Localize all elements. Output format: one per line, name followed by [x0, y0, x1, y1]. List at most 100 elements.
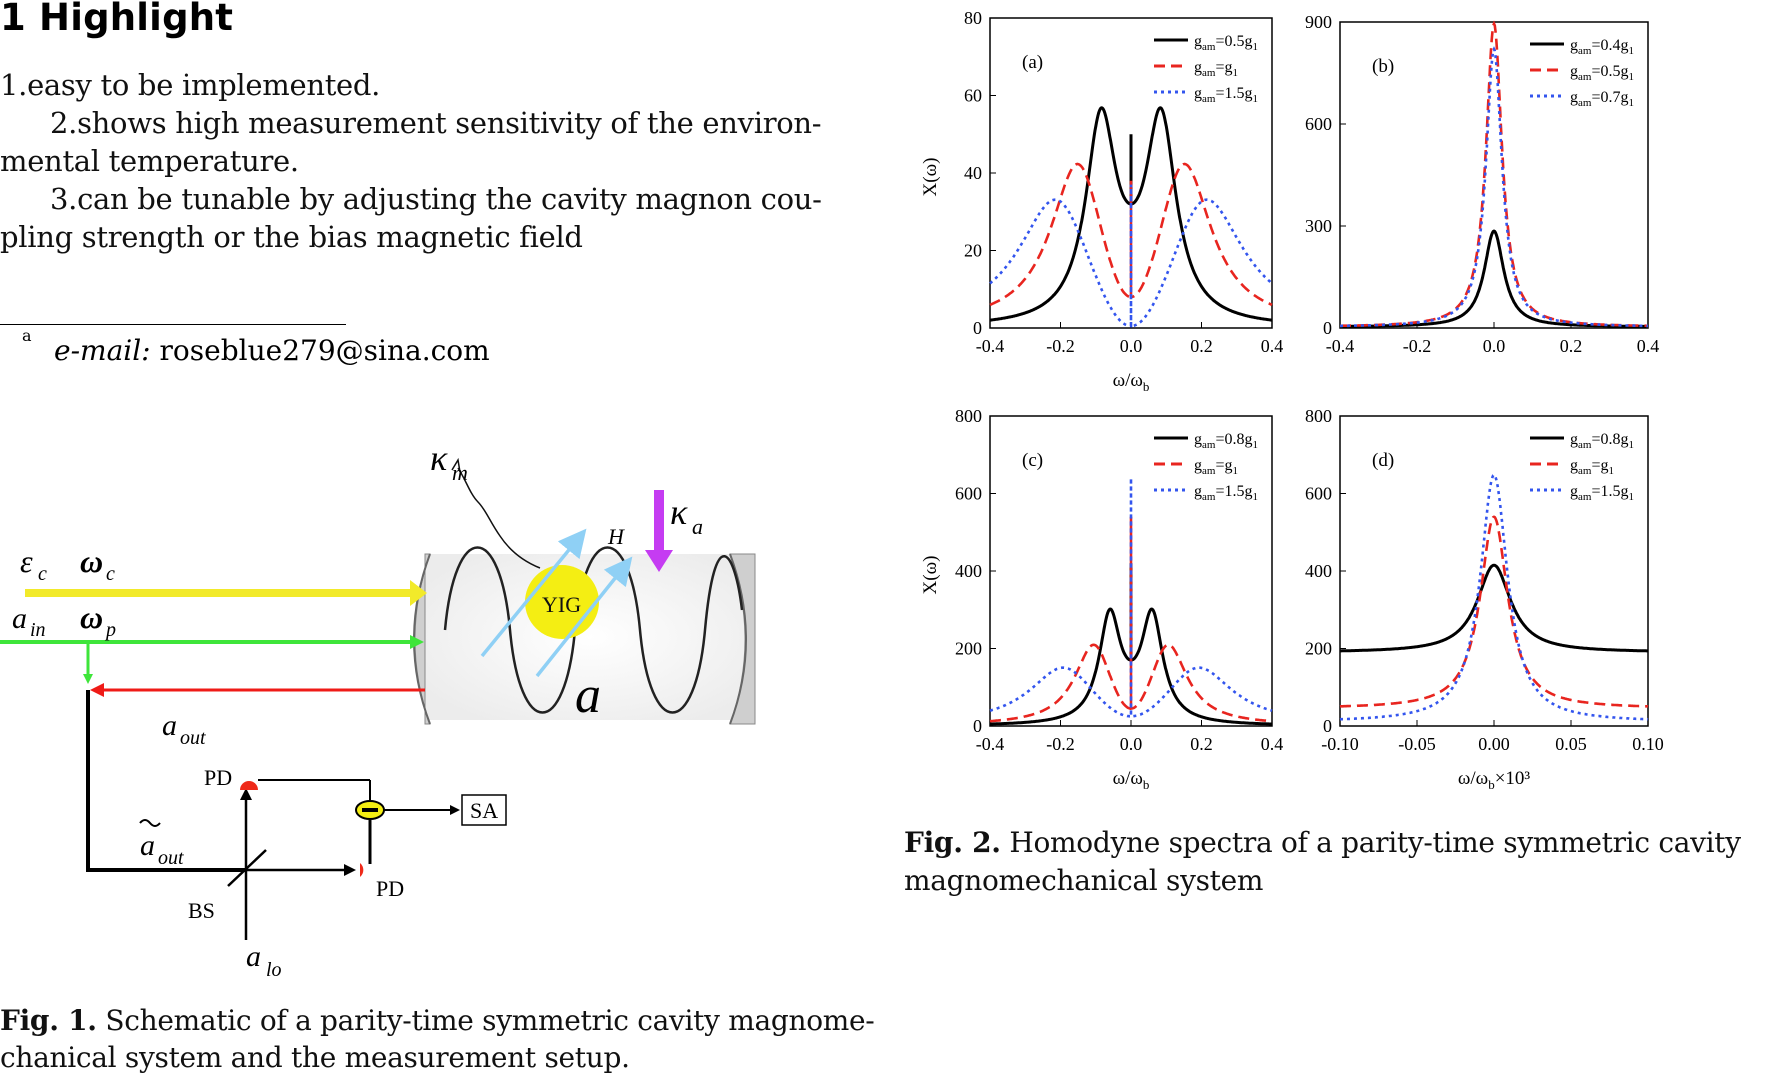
- series-line: [1340, 229, 1648, 328]
- x-tick-label: -0.4: [1326, 336, 1355, 356]
- panel-label: (c): [1022, 450, 1043, 471]
- svg-text:out: out: [158, 847, 184, 869]
- footnote: e-mail: roseblue279@sina.com: [54, 334, 490, 367]
- svg-text:lo: lo: [266, 959, 282, 981]
- x-tick-label: -0.2: [1046, 336, 1075, 356]
- y-tick-label: 0: [1323, 716, 1332, 736]
- x-tick-label: 0.0: [1483, 336, 1506, 356]
- x-tick-label: 0.2: [1190, 336, 1213, 356]
- x-tick-label: -0.2: [1403, 336, 1432, 356]
- legend-entry: gam=g1: [1570, 457, 1614, 477]
- svg-text:c: c: [38, 563, 47, 585]
- x-tick-label: 0.0: [1120, 336, 1143, 356]
- y-tick-label: 0: [973, 318, 982, 338]
- y-tick-label: 200: [1305, 639, 1332, 659]
- panel-label: (b): [1372, 56, 1394, 77]
- x-tick-label: -0.2: [1046, 734, 1075, 754]
- sa-label: SA: [470, 798, 498, 823]
- x-tick-label: 0.2: [1560, 336, 1583, 356]
- y-tick-label: 600: [1305, 484, 1332, 504]
- highlight-line-3: mental temperature.: [0, 144, 299, 178]
- legend-entry: gam=0.4g1: [1570, 37, 1634, 57]
- series-line: [989, 516, 1273, 723]
- legend-entry: gam=1.5g1: [1194, 85, 1258, 105]
- panel-label: (d): [1372, 450, 1394, 471]
- x-tick-label: 0.2: [1190, 734, 1213, 754]
- x-tick-label: 0.00: [1478, 734, 1510, 754]
- fig2-caption-label: Fig. 2.: [904, 826, 1001, 859]
- highlight-line-1: 1.easy to be implemented.: [0, 68, 381, 102]
- y-tick-label: 80: [964, 8, 982, 28]
- legend-entry: gam=0.8g1: [1194, 431, 1258, 451]
- chart-panel-a: -0.4 -0.2 0.0 0.2 0.4 0 20 40 60 80 X(ω) ω/ωb (a) gam…: [920, 8, 1283, 394]
- x-tick-label: -0.10: [1321, 734, 1359, 754]
- fig1-caption-text: Schematic of a parity-time symmetric cav…: [105, 1004, 875, 1037]
- y-tick-label: 0: [973, 716, 982, 736]
- legend-entry: gam=0.5g1: [1194, 33, 1258, 53]
- photodetector-top: [240, 781, 258, 790]
- legend-entry: gam=1.5g1: [1570, 483, 1634, 503]
- cavity-mode-wave: [443, 546, 744, 714]
- chart-panel-b: -0.4 -0.2 0.0 0.2 0.4 0 300 600 900 (b) gam=0.4g1 g…: [1305, 12, 1659, 356]
- fig1-caption-label: Fig. 1.: [0, 1004, 97, 1037]
- x-tick-label: 0.0: [1120, 734, 1143, 754]
- svg-text:a: a: [12, 602, 27, 635]
- section-title: 1 Highlight: [0, 0, 234, 39]
- svg-text:ω: ω: [80, 599, 103, 635]
- series-line: [989, 184, 1273, 328]
- legend-entry: gam=1.5g1: [1194, 483, 1258, 503]
- chart-panel-c: -0.4 -0.2 0.0 0.2 0.4 0 200 400 600 800 X(ω) ω/ωb (c…: [920, 406, 1283, 792]
- bs-label: BS: [188, 898, 215, 923]
- fig1-caption-line-1: Fig. 1. Schematic of a parity-time symme…: [0, 1004, 875, 1037]
- svg-text:a: a: [140, 829, 155, 862]
- series-line: [1339, 515, 1649, 708]
- y-tick-label: 300: [1305, 216, 1332, 236]
- legend-entry: gam=g1: [1194, 457, 1238, 477]
- x-tick-label: 0.4: [1261, 734, 1284, 754]
- x-tick-label: 0.4: [1637, 336, 1660, 356]
- svg-text:m: m: [452, 460, 468, 485]
- series-line: [1340, 46, 1648, 328]
- field-label: H: [607, 524, 625, 549]
- svg-text:κ: κ: [670, 492, 688, 532]
- x-tick-label: 0.4: [1261, 336, 1284, 356]
- fig2-caption-line-2: magnomechanical system: [904, 864, 1264, 897]
- footnote-rule: [0, 324, 346, 325]
- x-axis-label: ω/ωb: [1113, 370, 1150, 394]
- y-axis-label: X(ω): [920, 158, 941, 197]
- legend-entry: gam=0.7g1: [1570, 89, 1634, 109]
- svg-text:ω: ω: [80, 543, 103, 579]
- y-tick-label: 800: [955, 406, 982, 426]
- chart-panel-d: -0.10 -0.05 0.00 0.05 0.10 0 200 400 600 800 ω/ωb×…: [1305, 406, 1664, 792]
- svg-text:a: a: [692, 514, 703, 539]
- legend-entry: gam=0.8g1: [1570, 431, 1634, 451]
- series-line: [1340, 563, 1648, 653]
- panel-label: (a): [1022, 52, 1043, 73]
- fig1-caption-line-2: chanical system and the measurement setu…: [0, 1041, 630, 1074]
- y-tick-label: 0: [1323, 318, 1332, 338]
- svg-text:out: out: [180, 727, 206, 749]
- fig2-caption-text: Homodyne spectra of a parity-time symmet…: [1009, 826, 1741, 859]
- x-tick-label: -0.05: [1398, 734, 1436, 754]
- pd-label-top: PD: [204, 765, 232, 790]
- photodetector-bottom: [360, 863, 364, 877]
- x-tick-label: -0.4: [976, 336, 1005, 356]
- footnote-email[interactable]: roseblue279@sina.com: [159, 334, 490, 367]
- svg-text:in: in: [30, 619, 46, 641]
- x-tick-label: 0.10: [1632, 734, 1664, 754]
- y-tick-label: 20: [964, 241, 982, 261]
- fig2-charts: -0.4 -0.2 0.0 0.2 0.4 0 20 40 60 80 X(ω) ω/ωb (a) gam…: [920, 8, 1664, 792]
- y-tick-label: 600: [955, 484, 982, 504]
- y-axis-label: X(ω): [920, 556, 941, 595]
- x-axis-label: ω/ωb: [1113, 768, 1150, 792]
- series-line: [1339, 473, 1649, 721]
- series-line: [989, 106, 1273, 322]
- svg-text:a: a: [246, 940, 261, 973]
- highlight-line-4: 3.can be tunable by adjusting the cavity…: [50, 182, 822, 216]
- y-tick-label: 60: [964, 86, 982, 106]
- svg-text:κ: κ: [430, 450, 448, 478]
- highlight-line-5: pling strength or the bias magnetic fiel…: [0, 220, 583, 254]
- y-tick-label: 200: [955, 639, 982, 659]
- x-tick-label: 0.05: [1555, 734, 1587, 754]
